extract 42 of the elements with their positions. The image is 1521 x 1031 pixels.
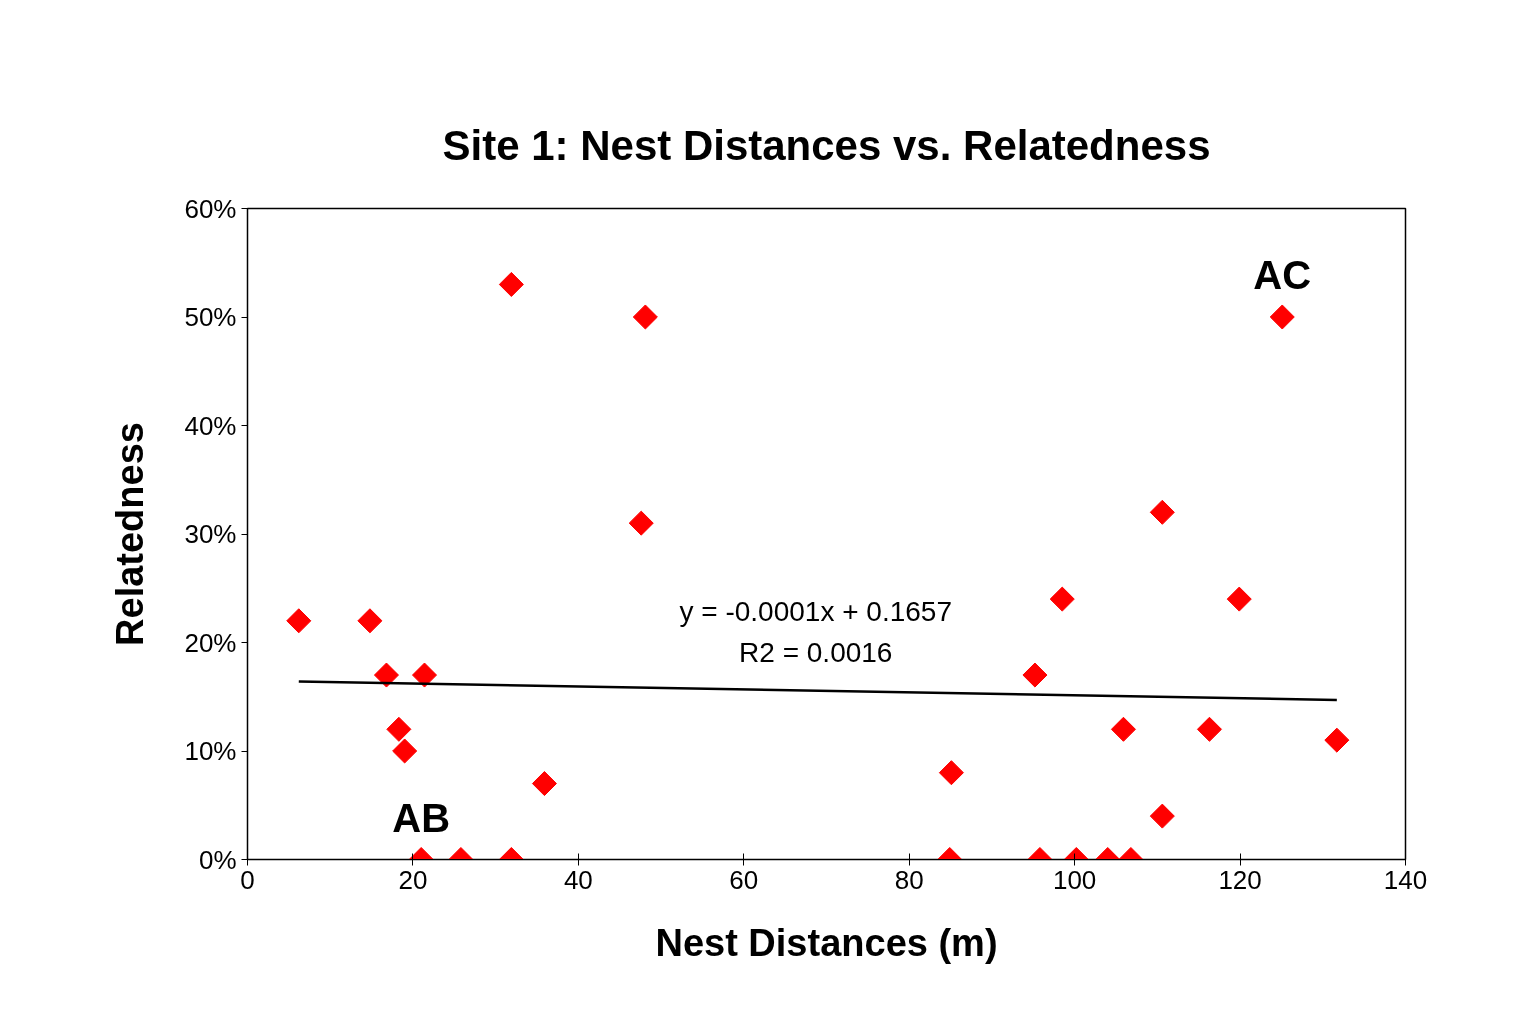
y-tick-label: 10% [184, 736, 237, 766]
point [392, 738, 418, 764]
point [938, 760, 964, 786]
y-tick-label: 50% [184, 302, 237, 332]
annotation: AB [392, 795, 451, 840]
point [1049, 586, 1075, 612]
x-tick-label: 100 [1052, 864, 1097, 895]
point [286, 608, 312, 634]
point [1149, 803, 1175, 829]
y-tick-label: 40% [184, 410, 237, 441]
point [498, 271, 524, 297]
x-tick-label: 40 [563, 864, 593, 895]
y-tick-label: 60% [184, 193, 237, 224]
annotation: y = -0.0001x + 0.1657 [679, 595, 952, 627]
x-tick-label: 140 [1383, 864, 1428, 895]
x-axis-title: Nest Distances (m) [655, 921, 998, 964]
chart-title: Site 1: Nest Distances vs. Relatedness [442, 121, 1211, 169]
annotation: AC [1253, 253, 1312, 297]
point [373, 662, 399, 688]
point [1149, 499, 1175, 525]
point [1196, 716, 1222, 742]
x-tick-label: 60 [729, 864, 759, 895]
x-tick-label: 80 [894, 864, 924, 895]
annotation: R2 = 0.0016 [739, 636, 893, 668]
point [357, 608, 383, 634]
point [411, 662, 438, 688]
point [1324, 727, 1350, 753]
point [1226, 586, 1252, 612]
y-tick-label: 30% [184, 519, 237, 549]
point [1269, 304, 1295, 330]
x-tick-label: 20 [398, 864, 428, 895]
point [632, 304, 658, 330]
point [531, 771, 557, 797]
x-tick-label: 120 [1218, 864, 1262, 895]
point [628, 510, 654, 536]
y-axis-title: Relatedness [109, 422, 152, 646]
y-tick-label: 20% [184, 627, 237, 658]
x-tick-label: 0 [240, 864, 255, 895]
point [386, 716, 412, 742]
point [1110, 716, 1136, 742]
point [1022, 662, 1048, 688]
y-tick-label: 0% [198, 844, 237, 875]
